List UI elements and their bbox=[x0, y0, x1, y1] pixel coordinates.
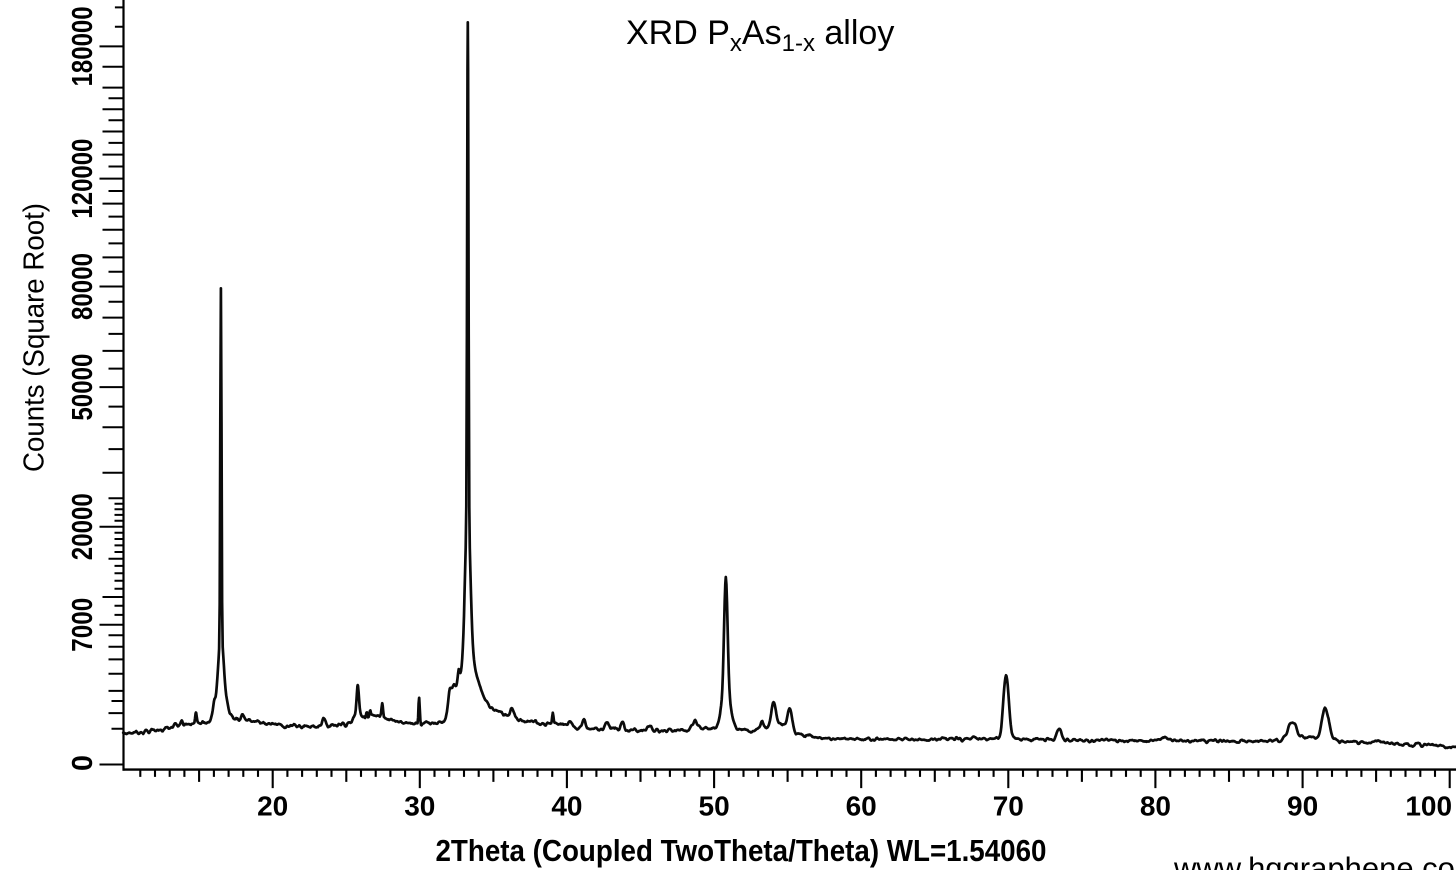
svg-text:90: 90 bbox=[1287, 791, 1318, 822]
svg-text:7000: 7000 bbox=[67, 598, 99, 652]
svg-text:www.hqgraphene.com: www.hqgraphene.com bbox=[1173, 851, 1456, 870]
svg-text:30: 30 bbox=[404, 791, 435, 822]
svg-text:Counts (Square Root): Counts (Square Root) bbox=[19, 203, 51, 472]
svg-text:50000: 50000 bbox=[67, 354, 99, 421]
svg-text:20000: 20000 bbox=[67, 493, 99, 560]
svg-text:50: 50 bbox=[699, 791, 730, 822]
svg-text:100: 100 bbox=[1405, 791, 1452, 822]
svg-text:40: 40 bbox=[551, 791, 582, 822]
svg-text:XRD PxAs1-x alloy: XRD PxAs1-x alloy bbox=[626, 14, 894, 57]
svg-text:2Theta (Coupled TwoTheta/Theta: 2Theta (Coupled TwoTheta/Theta) WL=1.540… bbox=[436, 833, 1047, 868]
svg-text:80: 80 bbox=[1140, 791, 1171, 822]
svg-text:0: 0 bbox=[67, 755, 99, 771]
svg-text:120000: 120000 bbox=[67, 139, 99, 219]
svg-text:70: 70 bbox=[993, 791, 1024, 822]
svg-text:20: 20 bbox=[257, 791, 288, 822]
svg-text:60: 60 bbox=[846, 791, 877, 822]
svg-text:80000: 80000 bbox=[67, 253, 99, 320]
svg-text:180000: 180000 bbox=[67, 6, 99, 86]
